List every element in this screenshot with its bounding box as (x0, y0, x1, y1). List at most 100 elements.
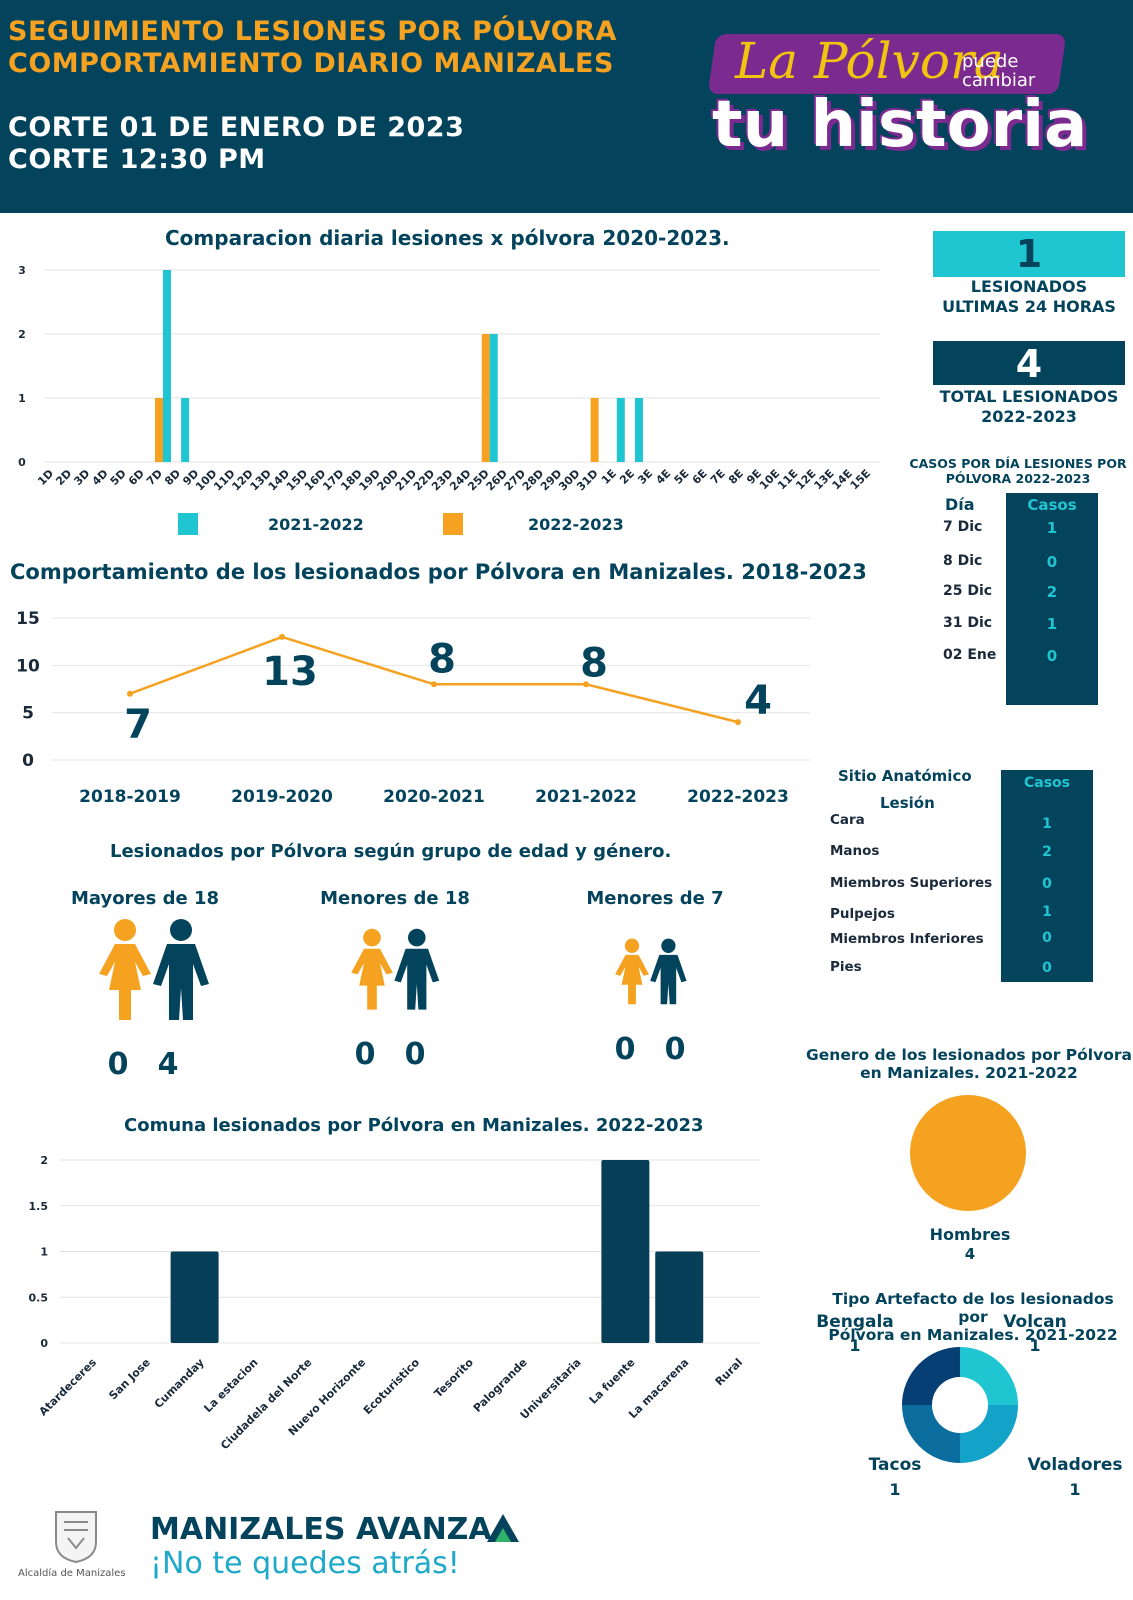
donut-slice-voladores (960, 1405, 1018, 1463)
cases-table-title: CASOS POR DÍA LESIONES POR PÓLVORA 2022-… (905, 456, 1131, 486)
daily-bar-2022-2023 (481, 334, 490, 462)
daily-x-tick: 8D (162, 467, 183, 488)
commune-y-tick: 0 (40, 1337, 48, 1350)
city-crest-icon (55, 1511, 97, 1564)
total-value: 4 (1015, 342, 1043, 386)
header-cut-date: CORTE 01 DE ENERO DE 2023 (8, 112, 465, 143)
commune-x-tick: Rural (713, 1356, 745, 1388)
daily-bar-2021-2022 (489, 334, 498, 462)
commune-bar (601, 1160, 650, 1343)
legend-label-2021-2022: 2021-2022 (268, 515, 364, 534)
cases-table-day: 31 Dic (943, 615, 993, 631)
age-female-count: 0 (614, 1032, 636, 1067)
daily-x-tick: 15E (848, 467, 873, 492)
donut-value-tacos: 1 (889, 1480, 901, 1499)
trend-data-label: 8 (580, 640, 608, 686)
female-person-icon (615, 938, 649, 1005)
donut-label-bengala: Bengala (816, 1312, 894, 1332)
commune-bar (655, 1251, 704, 1343)
daily-x-tick: 1E (599, 467, 619, 487)
gender-pie-label: Hombres (929, 1225, 1011, 1244)
logo-text-tu-historia: tu historia (712, 88, 1088, 162)
header-title-line1: SEGUIMIENTO LESIONES POR PÓLVORA (8, 16, 617, 47)
anatomic-site: Pies (830, 959, 862, 975)
logo-text-la-polvora: La Pólvora (735, 32, 1004, 90)
age-male-count: 0 (664, 1032, 686, 1067)
trend-x-tick: 2021-2022 (535, 787, 637, 807)
age-group-figures (615, 938, 687, 1005)
daily-x-tick: 3D (71, 467, 92, 488)
anatomic-value: 1 (1042, 904, 1052, 920)
cases-table-column-bg (1006, 493, 1098, 705)
brand-avanza: AVANZA (355, 1512, 492, 1547)
daily-x-tick: 3E (635, 467, 655, 487)
trend-y-tick: 5 (22, 704, 34, 724)
anatomic-table-header-cases: Casos (1023, 775, 1070, 791)
header-cut-time: CORTE 12:30 PM (8, 144, 266, 175)
anatomic-site: Miembros Inferiores (830, 931, 984, 947)
age-group-label: Menores de 18 (320, 888, 470, 909)
anatomic-value: 0 (1042, 960, 1052, 976)
daily-x-tick: 4E (653, 467, 673, 487)
daily-y-tick: 0 (18, 456, 26, 469)
daily-y-tick: 2 (18, 328, 26, 341)
daily-chart-title: Comparacion diaria lesiones x pólvora 20… (165, 226, 730, 250)
commune-y-tick: 2 (40, 1154, 48, 1167)
trend-data-label: 4 (744, 678, 772, 724)
gender-pie-value: 4 (964, 1245, 976, 1263)
cases-table-value: 0 (1046, 553, 1058, 571)
daily-x-tick: 2D (53, 467, 74, 488)
daily-bar-2021-2022 (162, 270, 171, 462)
gender-pie-title: Genero de los lesionados por Pólvora en … (805, 1046, 1133, 1082)
commune-bar (170, 1251, 219, 1343)
anatomic-value: 1 (1042, 816, 1052, 832)
daily-x-tick: 5E (672, 467, 692, 487)
donut-value-bengala: 1 (849, 1336, 861, 1355)
legend-swatch-2022-2023 (443, 513, 463, 535)
donut-value-volcan: 1 (1029, 1336, 1041, 1355)
cases-table-day: 7 Dic (943, 519, 983, 535)
commune-x-tick: Tesorito (432, 1356, 477, 1401)
cases-table-value: 1 (1046, 519, 1058, 537)
commune-x-tick: Ciudadela del Norte (218, 1356, 314, 1452)
total-label-line1: TOTAL LESIONADOS (939, 387, 1119, 406)
logo-text-cambiar: cambiar (962, 70, 1036, 91)
commune-x-tick: Atardeceres (37, 1356, 100, 1419)
cases-table-title-line2: PÓLVORA 2022-2023 (945, 471, 1091, 486)
trend-x-tick: 2020-2021 (383, 787, 485, 807)
commune-x-tick: Ecoturistico (361, 1356, 422, 1417)
daily-x-tick: 2E (617, 467, 637, 487)
anatomic-site: Manos (830, 843, 880, 859)
legend-label-2022-2023: 2022-2023 (528, 515, 624, 534)
daily-x-tick: 8E (726, 467, 746, 487)
daily-bar-2021-2022 (634, 398, 643, 462)
brand-manizales: MANIZALES (150, 1512, 356, 1547)
daily-x-tick: 4D (90, 467, 111, 488)
anatomic-value: 0 (1042, 930, 1052, 946)
cases-table-value: 1 (1046, 615, 1058, 633)
cases-table-day: 25 Dic (943, 583, 993, 599)
commune-x-tick: La estacion (201, 1356, 260, 1415)
daily-y-tick: 1 (18, 392, 26, 405)
daily-x-tick: 6E (690, 467, 710, 487)
donut-value-voladores: 1 (1069, 1480, 1081, 1499)
gender-pie-title-line1: Genero de los lesionados por Pólvora (806, 1046, 1132, 1064)
anatomic-site: Pulpejos (830, 906, 895, 922)
trend-data-label: 8 (428, 636, 456, 682)
brand-line1: MANIZALES AVANZA (150, 1512, 492, 1547)
trend-x-tick: 2022-2023 (687, 787, 789, 807)
gender-pie-slice-hombres (910, 1095, 1026, 1211)
commune-x-tick: Cumanday (152, 1356, 207, 1411)
daily-x-tick: 1D (35, 467, 56, 488)
female-person-icon (99, 919, 151, 1020)
trend-point (583, 681, 589, 688)
anatomic-table-title-line2: Lesión (880, 794, 935, 812)
cases-table-day: 02 Ene (943, 647, 997, 663)
daily-comparison-chart: 01231D2D3D4D5D6D7D8D9D10D11D12D13D14D15D… (18, 264, 880, 535)
commune-y-tick: 1 (40, 1246, 48, 1259)
daily-x-tick: 7D (144, 467, 165, 488)
commune-x-tick: San Jose (106, 1356, 152, 1402)
commune-y-tick: 0.5 (29, 1291, 49, 1304)
cases-table-value: 0 (1046, 647, 1058, 665)
daily-bar-2021-2022 (616, 398, 625, 462)
